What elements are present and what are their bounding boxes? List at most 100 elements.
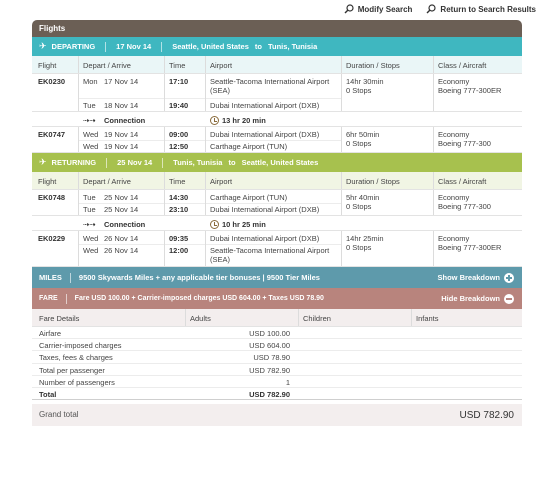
duration: 6hr 50min bbox=[346, 130, 380, 139]
fare-row-label: Airfare bbox=[39, 329, 62, 338]
fare-total-row: Total USD 782.90 bbox=[32, 388, 522, 401]
fare-row: Carrier-imposed charges USD 604.00 bbox=[32, 339, 522, 352]
dep-date: 26 Nov 14 bbox=[104, 234, 139, 243]
stops: 0 Stops bbox=[346, 86, 372, 95]
dep-time: 14:30 bbox=[169, 193, 189, 202]
arr-airport: Seattle-Tacoma International Airport bbox=[210, 246, 330, 255]
col-time: Time bbox=[169, 61, 186, 70]
arr-date: 18 Nov 14 bbox=[104, 101, 139, 110]
dep-day: Wed bbox=[83, 130, 99, 139]
departing-to-word: to bbox=[254, 42, 262, 51]
grand-total-amount: USD 782.90 bbox=[459, 410, 514, 422]
col-class: Class / Aircraft bbox=[438, 177, 487, 186]
dep-airport: Carthage Airport (TUN) bbox=[210, 193, 288, 202]
dep-date: 17 Nov 14 bbox=[104, 77, 139, 86]
connection-row: ⇢⇢ Connection 13 hr 20 min bbox=[32, 112, 522, 127]
fare-row: Taxes, fees & charges USD 78.90 bbox=[32, 351, 522, 364]
segment-row: EK0230 Mon 17 Nov 14 17:10 Seattle-Tacom… bbox=[32, 74, 522, 112]
dep-airport: Seattle-Tacoma International Airport bbox=[210, 77, 330, 86]
returning-column-headers: Flight Depart / Arrive Time Airport Dura… bbox=[32, 172, 522, 190]
itinerary-panel: Flights ✈ DEPARTING 17 Nov 14 Seattle, U… bbox=[32, 20, 522, 427]
arr-day: Wed bbox=[83, 142, 99, 151]
aircraft: Boeing 777-300 bbox=[438, 202, 491, 211]
show-breakdown-link[interactable]: Show Breakdown bbox=[437, 272, 514, 283]
modify-search-label: Modify Search bbox=[357, 4, 413, 14]
aircraft: Boeing 777-300ER bbox=[438, 243, 502, 252]
connection-time: 10 hr 25 min bbox=[222, 220, 266, 229]
return-to-results-link[interactable]: Return to Search Results bbox=[426, 4, 536, 14]
return-to-results-label: Return to Search Results bbox=[440, 4, 536, 14]
segment-row: EK0747 Wed 19 Nov 14 09:00 Dubai Interna… bbox=[32, 127, 522, 153]
infants-header: Infants bbox=[416, 314, 439, 323]
arr-time: 23:10 bbox=[169, 205, 189, 214]
dep-time: 09:00 bbox=[169, 130, 189, 139]
connection-label: Connection bbox=[104, 116, 146, 125]
dep-airport-code: (SEA) bbox=[210, 86, 231, 95]
search-icon bbox=[426, 4, 437, 14]
returning-label: RETURNING bbox=[51, 158, 97, 167]
fare-row-label: Total bbox=[39, 389, 57, 399]
fare-row-adults: USD 782.90 bbox=[249, 365, 290, 375]
arr-airport-code: (SEA) bbox=[210, 255, 231, 264]
departing-to: Tunis, Tunisia bbox=[268, 42, 318, 51]
dep-day: Wed bbox=[83, 234, 99, 243]
fare-row: Number of passengers 1 bbox=[32, 376, 522, 388]
flight-number: EK0229 bbox=[38, 234, 66, 243]
duration: 5hr 40min bbox=[346, 193, 380, 202]
departing-bar: ✈ DEPARTING 17 Nov 14 Seattle, United St… bbox=[32, 37, 522, 56]
stops: 0 Stops bbox=[346, 243, 372, 252]
flights-title: Flights bbox=[32, 20, 522, 37]
fare-row: Airfare USD 100.00 bbox=[32, 327, 522, 340]
col-flight: Flight bbox=[38, 61, 57, 70]
grand-total-row: Grand total USD 782.90 bbox=[32, 404, 522, 427]
col-duration: Duration / Stops bbox=[346, 61, 400, 70]
departing-date: 17 Nov 14 bbox=[116, 42, 152, 51]
plus-circle-icon bbox=[504, 272, 514, 283]
top-links: Modify Search Return to Search Results bbox=[344, 4, 536, 14]
flight-number: EK0748 bbox=[38, 193, 66, 202]
modify-search-link[interactable]: Modify Search bbox=[344, 4, 413, 14]
stops: 0 Stops bbox=[346, 202, 372, 211]
segment-row: EK0748 Tue 25 Nov 14 14:30 Carthage Airp… bbox=[32, 190, 522, 216]
dep-airport: Dubai International Airport (DXB) bbox=[210, 234, 320, 243]
arr-day: Tue bbox=[83, 101, 96, 110]
segment-row: EK0229 Wed 26 Nov 14 09:35 Dubai Interna… bbox=[32, 231, 522, 267]
children-header: Children bbox=[303, 314, 331, 323]
hide-breakdown-link[interactable]: Hide Breakdown bbox=[441, 293, 514, 304]
arr-time: 12:50 bbox=[169, 142, 189, 151]
col-airport: Airport bbox=[210, 61, 233, 70]
dep-date: 25 Nov 14 bbox=[104, 193, 139, 202]
dep-time: 09:35 bbox=[169, 234, 189, 243]
duration: 14hr 30min bbox=[346, 77, 384, 86]
arr-date: 25 Nov 14 bbox=[104, 205, 139, 214]
fare-row-adults: USD 100.00 bbox=[249, 329, 290, 338]
arr-airport: Carthage Airport (TUN) bbox=[210, 142, 288, 151]
fare-row-label: Taxes, fees & charges bbox=[39, 353, 113, 363]
arr-date: 19 Nov 14 bbox=[104, 142, 139, 151]
connection-icon: ⇢⇢ bbox=[83, 116, 96, 125]
connection-label: Connection bbox=[104, 220, 146, 229]
hide-breakdown-label: Hide Breakdown bbox=[441, 294, 500, 303]
plane-icon: ✈ bbox=[39, 157, 47, 167]
grand-total-label: Grand total bbox=[39, 410, 79, 420]
departing-from: Seattle, United States bbox=[172, 42, 249, 51]
adults-header: Adults bbox=[190, 314, 211, 323]
class: Economy bbox=[438, 234, 470, 243]
fare-row-label: Carrier-imposed charges bbox=[39, 341, 122, 351]
class: Economy bbox=[438, 193, 470, 202]
dep-day: Mon bbox=[83, 77, 98, 86]
arr-time: 19:40 bbox=[169, 101, 189, 110]
connection-icon: ⇢⇢ bbox=[83, 220, 96, 229]
col-duration: Duration / Stops bbox=[346, 177, 400, 186]
arr-airport: Dubai International Airport (DXB) bbox=[210, 205, 320, 214]
arr-day: Wed bbox=[83, 246, 99, 255]
fare-label: FARE bbox=[39, 295, 58, 302]
col-depart-arrive: Depart / Arrive bbox=[83, 177, 131, 186]
connection-time: 13 hr 20 min bbox=[222, 116, 266, 125]
clock-icon bbox=[210, 220, 219, 229]
fare-table-header: Fare Details Adults Children Infants bbox=[32, 309, 522, 327]
fare-row: Total per passenger USD 782.90 bbox=[32, 364, 522, 376]
returning-from: Tunis, Tunisia bbox=[173, 158, 223, 167]
col-airport: Airport bbox=[210, 177, 233, 186]
flight-number: EK0747 bbox=[38, 130, 66, 139]
